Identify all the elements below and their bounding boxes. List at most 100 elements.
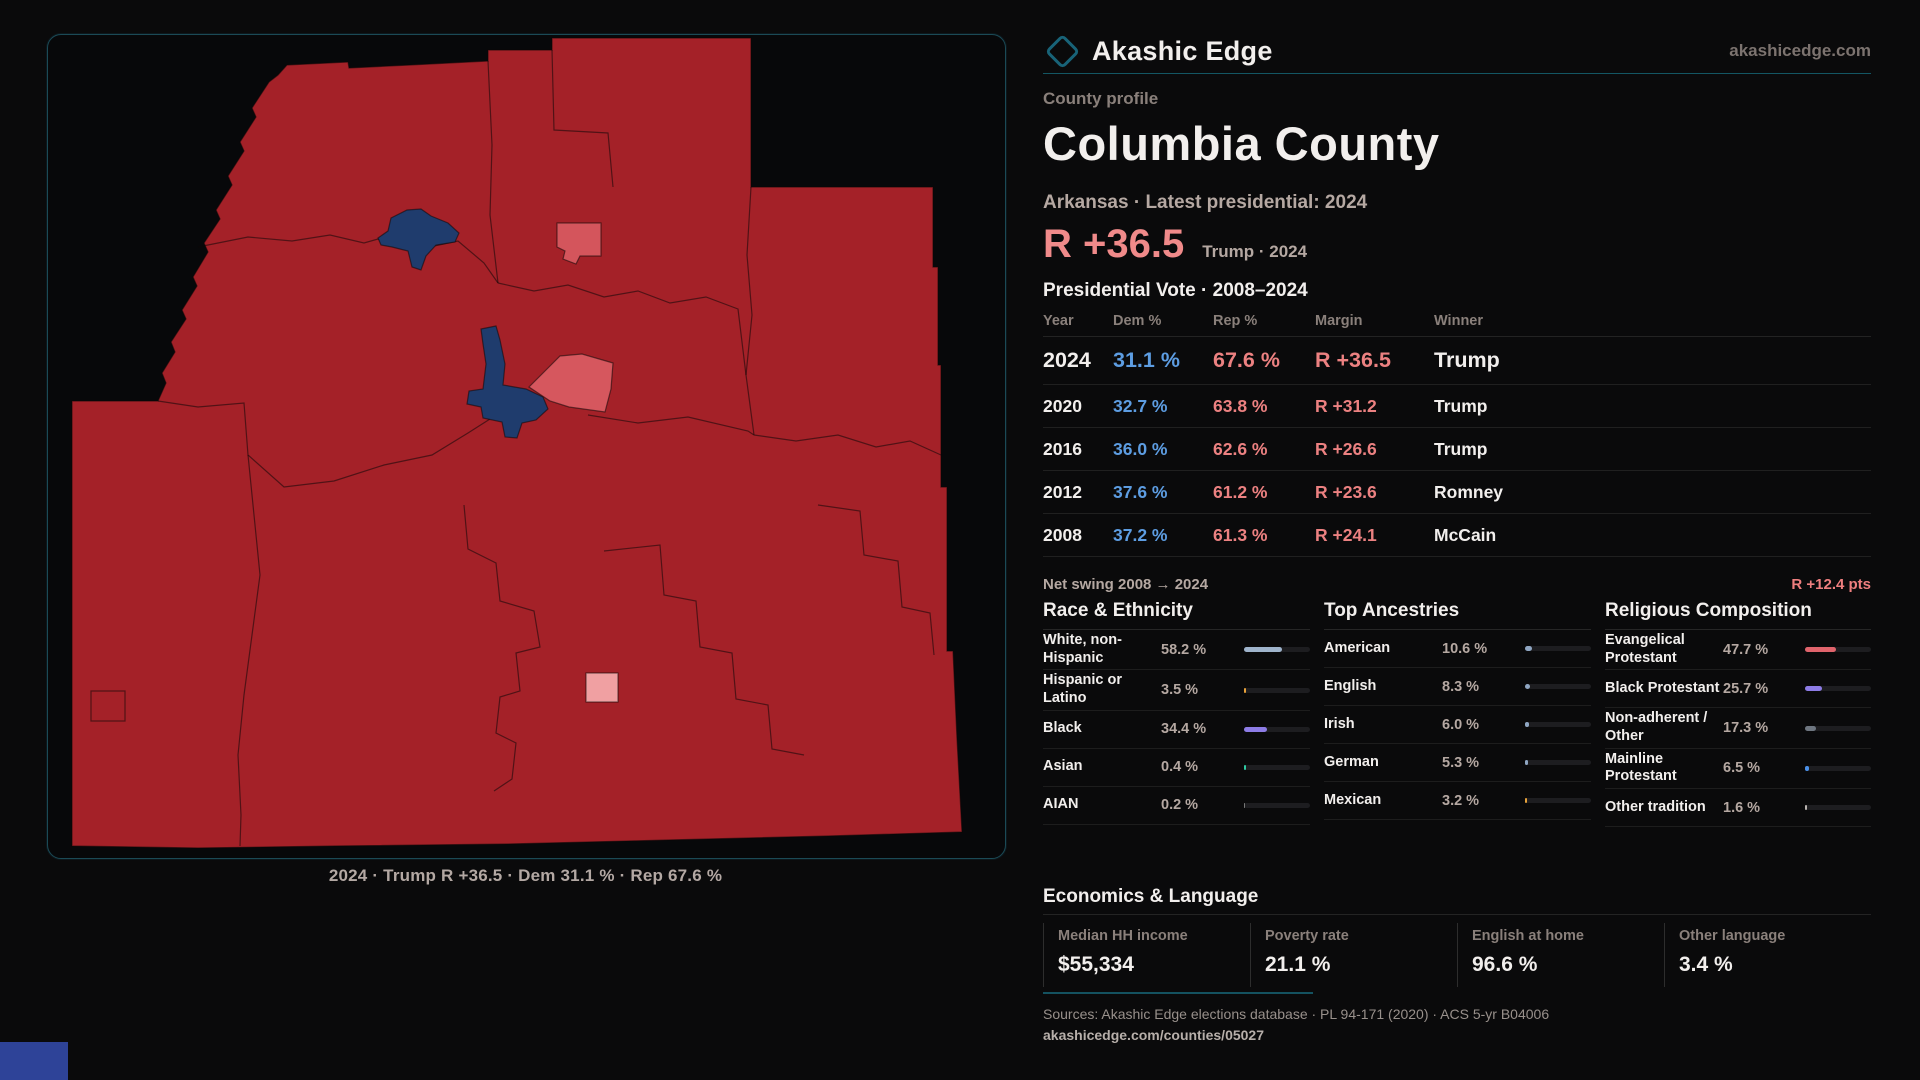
demo-column-title: Top Ancestries	[1324, 600, 1591, 630]
demo-row: English 8.3 %	[1324, 668, 1591, 706]
demo-column-title: Race & Ethnicity	[1043, 600, 1310, 630]
demo-value: 0.2 %	[1161, 797, 1199, 814]
demo-column: Top Ancestries American 10.6 % English 8.3 %…	[1324, 600, 1591, 827]
demo-value: 1.6 %	[1723, 799, 1761, 816]
demo-column-title: Religious Composition	[1605, 600, 1871, 630]
cell-dem: 32.7 %	[1113, 395, 1168, 416]
table-header-row: Year Dem % Rep % Margin Winner	[1043, 306, 1871, 337]
cell-margin: R +23.6	[1315, 481, 1377, 502]
demo-bar	[1244, 802, 1310, 808]
net-swing-row: Net swing 2008 → 2024 R +12.4 pts	[1043, 576, 1871, 593]
demo-bar	[1244, 647, 1310, 653]
demo-row: Other tradition 1.6 %	[1605, 789, 1871, 828]
precinct-lean-rep-north	[556, 222, 602, 265]
stat-value: 21.1 %	[1265, 953, 1331, 976]
election-row-2012: 2012 37.6 % 61.2 % R +23.6 Romney	[1043, 471, 1871, 514]
demo-row: AIAN 0.2 %	[1043, 787, 1310, 825]
cell-margin: R +36.5	[1315, 348, 1391, 372]
net-swing-value: R +12.4 pts	[1791, 576, 1871, 593]
headline-context: Trump · 2024	[1202, 242, 1308, 261]
demo-label: Mexican	[1324, 791, 1382, 808]
brand-diamond-icon	[1044, 33, 1081, 69]
election-row-2020: 2020 32.7 % 63.8 % R +31.2 Trump	[1043, 385, 1871, 428]
cell-margin: R +26.6	[1315, 438, 1377, 459]
cell-rep: 63.8 %	[1213, 395, 1268, 416]
demo-label: White, non-Hispanic	[1043, 632, 1122, 666]
bottom-left-blue-artifact	[0, 1042, 68, 1080]
demo-label: Non-adherent / Other	[1605, 710, 1708, 745]
demo-value: 0.4 %	[1161, 759, 1199, 776]
demo-value: 17.3 %	[1723, 720, 1769, 737]
table-col-header: Dem %	[1113, 313, 1162, 329]
sources-line: Sources: Akashic Edge elections database…	[1043, 1006, 1550, 1022]
stat-cell: Other language 3.4 %	[1664, 923, 1871, 987]
demo-row: American 10.6 %	[1324, 630, 1591, 668]
precinct-dem-central	[466, 325, 549, 439]
demo-label: German	[1324, 753, 1379, 770]
table-col-header: Winner	[1434, 313, 1484, 329]
cell-year: 2012	[1043, 481, 1082, 502]
accent-underline	[1043, 992, 1313, 994]
demo-label: Asian	[1043, 758, 1083, 775]
page-title: Columbia County	[1043, 117, 1440, 170]
header-divider	[1043, 73, 1871, 74]
table-col-header: Margin	[1315, 313, 1363, 329]
demo-bar	[1805, 805, 1871, 811]
site-link[interactable]: akashicedge.com	[1729, 41, 1871, 60]
table-title: Presidential Vote · 2008–2024	[1043, 280, 1308, 301]
election-row-2024: 2024 31.1 % 67.6 % R +36.5 Trump	[1043, 337, 1871, 385]
precinct-boundaries	[90, 49, 942, 847]
demo-bar	[1525, 760, 1591, 765]
demo-bar	[1805, 686, 1871, 692]
kicker: County profile	[1043, 89, 1159, 108]
cell-dem: 37.6 %	[1113, 481, 1168, 502]
cell-year: 2008	[1043, 524, 1082, 545]
demo-value: 6.5 %	[1723, 760, 1761, 777]
demo-row: White, non-Hispanic 58.2 %	[1043, 630, 1310, 671]
cell-winner: Trump	[1434, 438, 1488, 459]
county-map-panel	[47, 34, 1006, 859]
stat-value: $55,334	[1058, 953, 1134, 976]
page-subtitle: Arkansas · Latest presidential: 2024	[1043, 192, 1368, 213]
cell-dem: 36.0 %	[1113, 438, 1168, 459]
net-swing-label: Net swing 2008 → 2024	[1043, 576, 1209, 593]
cell-rep: 61.2 %	[1213, 481, 1268, 502]
map-caption: 2024 · Trump R +36.5 · Dem 31.1 % · Rep …	[328, 866, 723, 885]
demo-column: Race & Ethnicity White, non-Hispanic 58.2 …	[1043, 600, 1310, 827]
cell-year: 2020	[1043, 395, 1082, 416]
cell-dem: 31.1 %	[1113, 348, 1180, 372]
demo-label: Black	[1043, 720, 1082, 737]
economics-divider	[1043, 914, 1871, 915]
cell-margin: R +31.2	[1315, 395, 1377, 416]
cell-winner: Trump	[1434, 348, 1500, 372]
economics-title: Economics & Language	[1043, 886, 1259, 907]
demo-value: 3.5 %	[1161, 682, 1199, 699]
app-header: Akashic Edge akashicedge.com	[1043, 30, 1871, 72]
county-outline	[71, 37, 963, 849]
demo-row: Mexican 3.2 %	[1324, 782, 1591, 820]
demo-value: 8.3 %	[1442, 678, 1480, 695]
demographics-columns: Race & Ethnicity White, non-Hispanic 58.2 …	[1043, 600, 1871, 828]
demo-bar	[1805, 647, 1871, 653]
demo-label: English	[1324, 677, 1377, 694]
permalink[interactable]: akashicedge.com/counties/05027	[1043, 1027, 1264, 1043]
presidential-vote-table: Year Dem % Rep % Margin Winner 2024 31.1 % 67.…	[1043, 306, 1871, 557]
demo-row: Evangelical Protestant 47.7 %	[1605, 630, 1871, 671]
demo-bar	[1244, 687, 1310, 693]
cell-winner: Romney	[1434, 481, 1504, 502]
demo-label: American	[1324, 639, 1391, 656]
stat-label: Median HH income	[1058, 928, 1188, 944]
cell-dem: 37.2 %	[1113, 524, 1168, 545]
precinct-light-rep-south	[585, 672, 619, 703]
stat-value: 3.4 %	[1679, 953, 1733, 976]
county-profile-panel: Akashic Edge akashicedge.com County prof…	[1043, 30, 1871, 1080]
brand-name: Akashic Edge	[1092, 35, 1273, 66]
demo-row: Non-adherent / Other 17.3 %	[1605, 708, 1871, 749]
cell-winner: McCain	[1434, 524, 1497, 545]
precinct-dem-north	[377, 208, 460, 271]
demo-bar	[1525, 646, 1591, 651]
headline-margin: R +36.5	[1043, 222, 1185, 266]
demo-bar	[1525, 798, 1591, 803]
demo-row: Asian 0.4 %	[1043, 749, 1310, 787]
demo-row: Black 34.4 %	[1043, 711, 1310, 749]
